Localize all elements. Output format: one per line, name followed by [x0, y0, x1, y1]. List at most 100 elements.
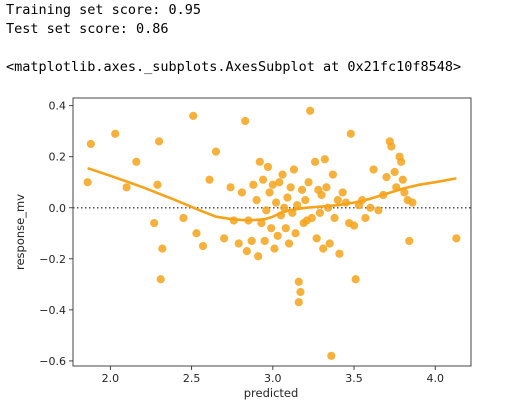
scatter-point [122, 183, 131, 192]
scatter-point [335, 249, 344, 258]
scatter-point [262, 206, 271, 215]
scatter-point [315, 208, 325, 217]
scatter-point [310, 157, 320, 166]
scatter-point [283, 193, 292, 202]
x-tick-label: 3.5 [345, 372, 363, 385]
scatter-point [270, 244, 279, 253]
scatter-point [211, 147, 221, 156]
x-tick-label: 2.5 [183, 372, 201, 385]
scatter-point [255, 157, 264, 166]
scatter-point [390, 167, 399, 177]
regression-fit-line [87, 166, 457, 222]
scatter-point [258, 175, 268, 184]
scatter-point [179, 213, 188, 223]
scatter-point [338, 188, 347, 197]
scatter-point [263, 162, 273, 172]
scatter-point [219, 234, 229, 243]
y-tick-label: −0.4 [39, 304, 66, 317]
y-tick-label: −0.6 [39, 355, 66, 368]
scatter-point [317, 190, 326, 200]
scatter-point [330, 213, 339, 223]
scatter-point [361, 213, 370, 223]
scatter-point [366, 203, 375, 212]
scatter-point [247, 236, 256, 246]
scatter-point [294, 298, 303, 307]
y-tick-label: 0.4 [49, 100, 67, 113]
scatter-point [267, 224, 276, 233]
scatter-point [249, 180, 258, 189]
scatter-point [405, 236, 414, 246]
scatter-point [284, 239, 294, 248]
scatter-point [400, 188, 409, 197]
scatter-point [260, 236, 269, 246]
fit-line-path [87, 166, 457, 222]
scatter-point [328, 170, 338, 179]
scatter-point [237, 188, 247, 197]
x-axis-label: predicted [244, 386, 299, 400]
scatter-point [289, 165, 299, 174]
scatter-point [83, 178, 92, 187]
x-tick-label: 2.0 [102, 372, 120, 385]
scatter-point [369, 165, 378, 174]
scatter-point [327, 351, 336, 360]
y-tick-label: 0.0 [49, 202, 67, 215]
scatter-point [349, 221, 359, 230]
scatter-point [320, 155, 329, 164]
scatter-point [268, 180, 277, 189]
scatter-point [189, 111, 198, 120]
scatter-point [312, 234, 321, 243]
y-tick-label: 0.2 [49, 151, 67, 164]
scatter-point [293, 201, 302, 210]
scatter-point [242, 247, 251, 256]
scatter-point [286, 183, 295, 192]
scatter-point [325, 239, 334, 248]
scatter-point [271, 198, 281, 207]
x-tick-label: 3.0 [264, 372, 282, 385]
scatter-point [346, 129, 355, 138]
scatter-point [154, 137, 164, 146]
y-axis-label: response_mv [13, 194, 27, 270]
scatter-point [306, 106, 315, 115]
scatter-point [254, 252, 263, 261]
scatter-point [319, 244, 328, 253]
axes-repr-output: <matplotlib.axes._subplots.AxesSubplot a… [6, 59, 462, 75]
scatter-point [291, 229, 300, 238]
scatter-point [281, 224, 290, 233]
scatter-points [83, 106, 461, 360]
axes-frame [72, 97, 472, 367]
scatter-point [234, 239, 243, 248]
scatter-point [265, 188, 274, 197]
scatter-point [398, 175, 407, 184]
test-score-output: Test set score: 0.86 [6, 21, 169, 37]
y-tick-label: −0.2 [39, 253, 66, 266]
scatter-point [156, 275, 165, 284]
scatter-point [252, 195, 261, 205]
x-tick-label: 4.0 [427, 372, 445, 385]
scatter-point [374, 206, 383, 215]
axes-border [72, 97, 472, 367]
scatter-point [280, 203, 289, 212]
scatter-point [452, 234, 461, 243]
scatter-point [150, 218, 159, 228]
scatter-point [86, 139, 95, 149]
scatter-point [257, 218, 266, 228]
scatter-point [192, 229, 201, 238]
scatter-point [382, 173, 391, 182]
scatter-point [351, 275, 360, 284]
train-score-output: Training set score: 0.95 [6, 2, 202, 18]
scatter-point [205, 175, 214, 184]
scatter-point [132, 157, 141, 166]
scatter-point [301, 195, 310, 205]
scatter-point [226, 183, 235, 192]
scatter-point [304, 178, 313, 187]
scatter-point [278, 170, 287, 179]
scatter-point [111, 129, 120, 138]
scatter-point [294, 277, 303, 286]
scatter-point [297, 185, 307, 194]
y-axis-ticks: 0.4 0.2 0.0 −0.2 −0.4 −0.6 [39, 100, 73, 368]
scatter-point [333, 195, 342, 205]
scatter-point [273, 231, 282, 240]
scatter-point [275, 178, 284, 187]
scatter-point [158, 244, 167, 253]
